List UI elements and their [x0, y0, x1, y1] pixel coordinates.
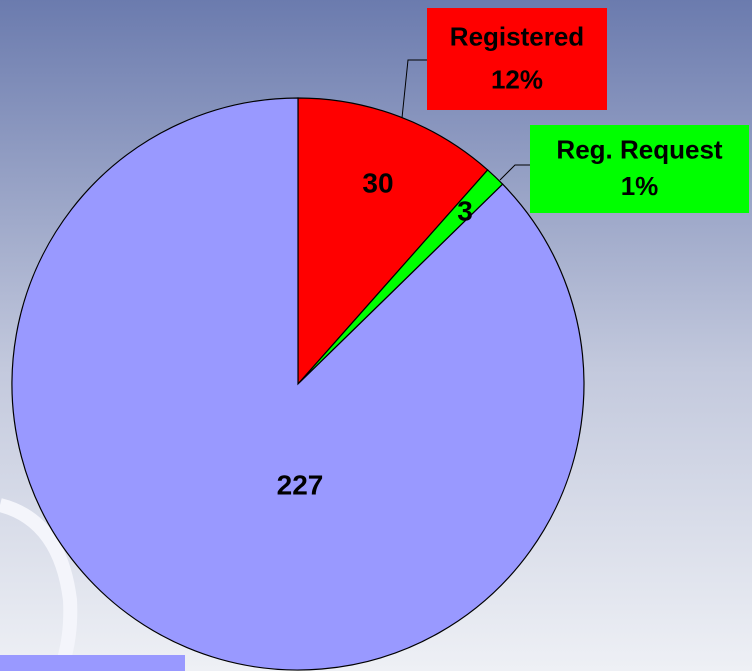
- pie-slice: [297, 97, 489, 386]
- percent-label: 12%: [491, 64, 543, 94]
- data-label: 3: [457, 195, 473, 226]
- pie-slice: [11, 97, 585, 671]
- percent-label: 1%: [621, 171, 659, 201]
- category-label: Registered: [450, 21, 584, 51]
- pie: 30 Registered 12% 3 Reg. Request 1% 227: [11, 8, 749, 671]
- leader-line: [499, 164, 530, 181]
- label-box: [427, 8, 607, 110]
- decoration: [0, 498, 78, 671]
- category-label: Reg. Request: [556, 134, 722, 164]
- data-label: 227: [277, 469, 324, 500]
- leader-line: [401, 59, 427, 119]
- data-label: 30: [362, 167, 393, 198]
- legend-box: [0, 655, 185, 671]
- label-box: [530, 125, 749, 213]
